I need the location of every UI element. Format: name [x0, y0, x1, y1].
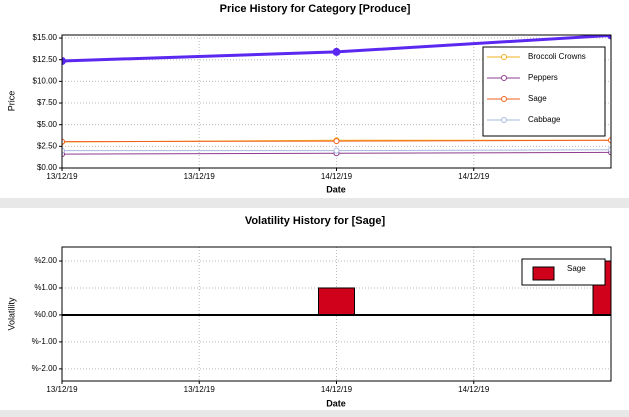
point: [62, 147, 65, 154]
chart-title: Price History for Category [Produce]: [220, 3, 411, 15]
legend-marker: [501, 54, 507, 60]
legend-marker: [501, 96, 507, 102]
legend-swatch: [532, 266, 555, 281]
panel: [0, 208, 629, 410]
plot-frame: [61, 246, 612, 382]
legend-label: Peppers: [528, 73, 558, 82]
legend-label: Broccoli Crowns: [528, 52, 586, 61]
y-tick-label: %-2.00: [32, 364, 58, 373]
y-tick-label: %2.00: [34, 256, 57, 265]
y-tick-label: $5.00: [37, 120, 58, 129]
point: [333, 138, 340, 145]
chart-title: Volatility History for [Sage]: [245, 215, 386, 227]
x-tick-label: 13/12/19: [184, 385, 216, 394]
x-tick-label: 14/12/19: [458, 385, 490, 394]
x-axis-label: Date: [326, 184, 346, 194]
x-tick-label: 13/12/19: [46, 385, 78, 394]
y-tick-label: %-1.00: [32, 337, 58, 346]
x-tick-label: 14/12/19: [321, 172, 353, 181]
point: [333, 147, 340, 154]
y-tick-label: $7.50: [37, 98, 58, 107]
legend-label: Sage: [528, 94, 547, 103]
legend-marker: [501, 75, 507, 81]
x-tick-label: 14/12/19: [458, 172, 490, 181]
bar: [318, 287, 355, 316]
y-axis-label: Volatility: [6, 297, 16, 331]
y-tick-label: %0.00: [34, 310, 57, 319]
point: [62, 56, 66, 65]
point: [608, 146, 611, 153]
y-tick-label: $15.00: [33, 33, 58, 42]
x-axis-label: Date: [326, 398, 346, 408]
plot-frame: [61, 34, 612, 169]
point: [332, 47, 341, 56]
x-tick-label: 14/12/19: [321, 385, 353, 394]
point: [62, 138, 65, 145]
legend-marker: [501, 117, 507, 123]
y-tick-label: $2.50: [37, 141, 58, 150]
y-tick-label: $12.50: [33, 55, 58, 64]
legend-label: Cabbage: [528, 115, 561, 124]
y-tick-label: $10.00: [33, 76, 58, 85]
y-tick-label: $0.00: [37, 163, 58, 172]
legend-label: Sage: [567, 264, 586, 273]
x-tick-label: 13/12/19: [46, 172, 78, 181]
x-tick-label: 13/12/19: [184, 172, 216, 181]
y-tick-label: %1.00: [34, 283, 57, 292]
point: [608, 137, 611, 144]
y-axis-label: Price: [6, 91, 16, 112]
